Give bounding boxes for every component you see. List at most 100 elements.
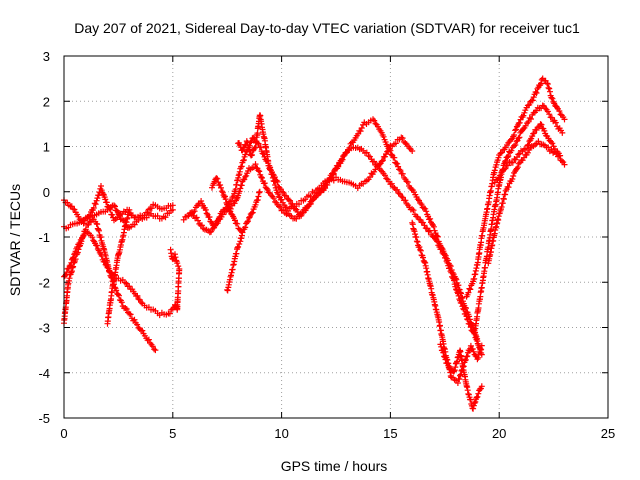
data-point xyxy=(403,178,410,185)
data-point xyxy=(511,142,517,149)
data-point xyxy=(219,189,226,196)
data-point xyxy=(306,201,313,208)
data-point xyxy=(256,188,263,195)
data-point xyxy=(111,202,117,209)
data-point xyxy=(138,299,145,306)
data-point xyxy=(258,174,265,180)
data-point xyxy=(495,154,502,161)
data-point xyxy=(61,272,68,279)
data-point xyxy=(408,186,415,192)
data-point xyxy=(397,167,404,174)
data-point xyxy=(286,197,293,204)
data-point xyxy=(134,321,141,328)
data-point xyxy=(520,112,527,119)
data-point xyxy=(454,380,461,386)
data-point xyxy=(478,342,485,349)
data-point xyxy=(497,150,504,157)
data-point xyxy=(561,161,568,168)
data-point xyxy=(217,182,224,188)
data-point xyxy=(245,218,251,225)
data-point xyxy=(416,216,422,223)
data-point xyxy=(271,178,278,185)
data-point xyxy=(148,205,155,212)
data-point xyxy=(251,145,258,152)
data-point xyxy=(74,249,81,256)
data-point xyxy=(235,243,242,250)
data-point xyxy=(199,222,205,229)
data-point xyxy=(92,201,99,208)
data-point xyxy=(549,95,556,102)
data-point xyxy=(382,153,388,160)
data-point xyxy=(529,97,536,104)
data-point xyxy=(423,208,430,215)
y-tick-label: -2 xyxy=(38,275,50,290)
data-point xyxy=(265,189,272,196)
data-point xyxy=(123,306,130,312)
data-point xyxy=(440,349,447,356)
data-point xyxy=(512,127,519,134)
data-point xyxy=(402,140,409,147)
data-points xyxy=(61,75,568,412)
data-point xyxy=(342,150,349,157)
data-point xyxy=(240,157,247,163)
data-point xyxy=(261,180,268,187)
data-point xyxy=(285,196,292,203)
data-point xyxy=(442,356,449,363)
data-point xyxy=(115,291,122,298)
data-point xyxy=(546,85,553,92)
data-point xyxy=(218,184,224,191)
x-axis-label: GPS time / hours xyxy=(281,458,388,474)
y-tick-label: 3 xyxy=(43,49,50,64)
data-point xyxy=(307,193,314,200)
data-point xyxy=(546,111,553,118)
data-point xyxy=(127,311,134,318)
data-point xyxy=(145,336,152,343)
data-point xyxy=(134,292,141,299)
data-point xyxy=(246,214,252,221)
data-point xyxy=(470,405,477,412)
data-point xyxy=(378,158,385,165)
data-point xyxy=(505,153,512,160)
data-point xyxy=(558,157,565,164)
data-point xyxy=(298,212,305,219)
data-point xyxy=(457,372,463,379)
data-point xyxy=(380,133,387,140)
data-point xyxy=(430,223,437,230)
data-point xyxy=(169,206,176,213)
data-point xyxy=(534,124,541,131)
data-point xyxy=(559,129,566,136)
data-point xyxy=(386,146,393,153)
data-point xyxy=(175,263,182,270)
data-point xyxy=(239,229,246,236)
y-tick-label: -5 xyxy=(38,411,50,426)
x-tick-label: 10 xyxy=(274,426,288,441)
y-axis-label: SDTVAR / TECUs xyxy=(7,184,23,296)
data-point xyxy=(296,201,302,208)
data-point xyxy=(526,115,533,121)
data-point xyxy=(249,209,256,216)
data-point xyxy=(465,289,472,296)
data-point xyxy=(255,167,262,174)
data-point xyxy=(106,268,113,275)
data-point xyxy=(238,182,245,189)
data-point xyxy=(447,263,454,270)
data-point xyxy=(90,237,97,244)
data-point xyxy=(524,120,531,127)
plot-frame xyxy=(63,55,609,419)
data-point xyxy=(522,122,529,129)
data-point xyxy=(510,173,517,179)
data-point xyxy=(222,196,229,203)
data-point xyxy=(151,346,158,353)
data-point xyxy=(425,228,432,235)
data-point xyxy=(544,81,551,87)
data-point xyxy=(469,346,476,352)
data-point xyxy=(330,177,337,184)
data-point xyxy=(335,163,342,170)
data-point xyxy=(322,185,329,192)
data-point xyxy=(525,141,532,148)
y-tick-label: 2 xyxy=(43,94,50,109)
data-point xyxy=(357,128,364,135)
data-point xyxy=(495,175,502,182)
y-tick-label: 0 xyxy=(43,185,50,200)
